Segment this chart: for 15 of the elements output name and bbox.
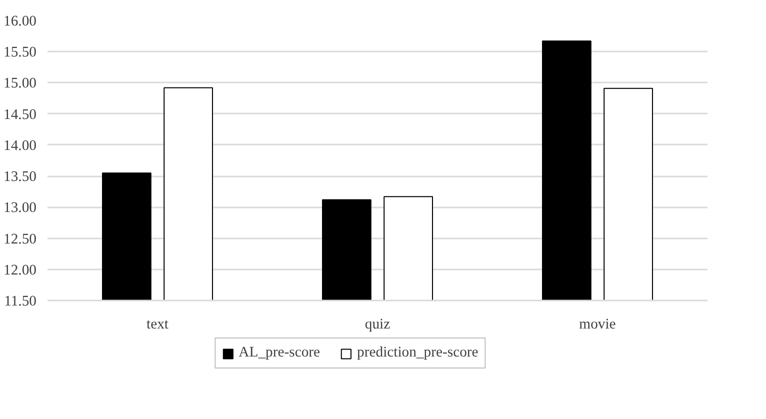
y-tick-label: 11.50 [4,294,37,310]
y-tick-label: 12.50 [4,231,37,248]
x-tick-label: quiz [364,316,391,332]
y-tick-label: 13.50 [4,169,37,186]
y-tick-label: 14.50 [4,106,37,123]
y-tick-label: 12.00 [4,262,37,278]
y-tick-label: 15.00 [4,76,37,92]
y-tick-label: 14.00 [4,138,37,154]
y-tick-label: 15.50 [4,44,37,61]
y-tick-label: 13.00 [4,200,37,216]
legend-label: AL_pre-score [238,344,320,362]
y-tick-label: 16.00 [4,14,37,30]
legend-label: prediction_pre-score [357,344,478,362]
x-tick-label: movie [579,316,616,332]
x-tick-label: text [146,316,168,332]
